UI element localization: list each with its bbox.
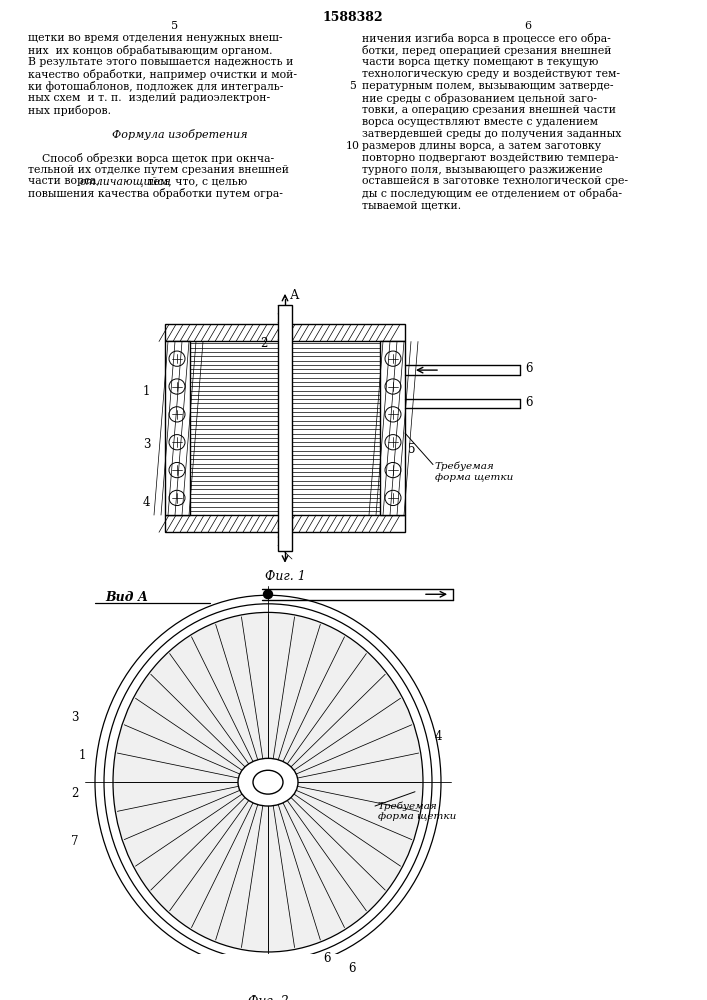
Bar (190, 341, 380, 515)
Text: Фиг. 1: Фиг. 1 (264, 570, 305, 583)
Text: товки, а операцию срезания внешней части: товки, а операцию срезания внешней части (362, 105, 616, 115)
Text: отличающийся: отличающийся (80, 176, 172, 187)
Text: ных приборов.: ных приборов. (28, 105, 111, 116)
Text: 6: 6 (323, 952, 330, 965)
Bar (165, 324, 405, 341)
Text: 1: 1 (79, 749, 86, 762)
Text: 4: 4 (435, 730, 443, 743)
Text: тем, что, с целью: тем, что, с целью (144, 176, 247, 186)
Ellipse shape (238, 758, 298, 806)
Circle shape (264, 590, 272, 599)
Text: пературным полем, вызывающим затверде-: пературным полем, вызывающим затверде- (362, 81, 614, 91)
Text: ничения изгиба ворса в процессе его обра-: ничения изгиба ворса в процессе его обра… (362, 33, 611, 44)
Text: 6: 6 (525, 396, 532, 409)
Text: ние среды с образованием цельной заго-: ние среды с образованием цельной заго- (362, 93, 597, 104)
Text: размеров длины ворса, а затем заготовку: размеров длины ворса, а затем заготовку (362, 141, 601, 151)
Ellipse shape (253, 770, 283, 794)
Text: оставшейся в заготовке технологической сре-: оставшейся в заготовке технологической с… (362, 176, 628, 186)
Text: повторно подвергают воздействию темпера-: повторно подвергают воздействию темпера- (362, 153, 619, 163)
Text: тельной их отделке путем срезания внешней: тельной их отделке путем срезания внешне… (28, 165, 289, 175)
Text: 6: 6 (348, 962, 356, 975)
Text: Фиг. 2: Фиг. 2 (247, 995, 288, 1000)
Text: 6: 6 (525, 21, 532, 31)
Text: ды с последующим ее отделением от обраба-: ды с последующим ее отделением от обраба… (362, 188, 622, 199)
Text: 3: 3 (143, 438, 151, 451)
Text: 1: 1 (143, 385, 151, 398)
Text: ки фотошаблонов, подложек для интеграль-: ки фотошаблонов, подложек для интеграль- (28, 81, 284, 92)
Bar (165, 515, 405, 532)
Text: 1588382: 1588382 (322, 11, 383, 24)
Ellipse shape (113, 612, 423, 952)
Text: 7: 7 (71, 835, 78, 848)
Text: части ворса,: части ворса, (28, 176, 103, 186)
Text: 4: 4 (143, 496, 151, 509)
Text: затвердевшей среды до получения заданных: затвердевшей среды до получения заданных (362, 129, 621, 139)
Text: щетки во время отделения ненужных внеш-: щетки во время отделения ненужных внеш- (28, 33, 283, 43)
Text: 3: 3 (71, 711, 78, 724)
Text: Вид А: Вид А (105, 591, 148, 604)
Bar (380, 341, 405, 515)
Text: повышения качества обработки путем огра-: повышения качества обработки путем огра- (28, 188, 283, 199)
Text: тываемой щетки.: тываемой щетки. (362, 200, 461, 210)
Text: Требуемая
форма щетки: Требуемая форма щетки (378, 801, 456, 821)
Text: 5: 5 (171, 21, 179, 31)
Bar (165, 341, 190, 515)
Text: Формула изобретения: Формула изобретения (112, 129, 248, 140)
Text: 6: 6 (525, 362, 532, 375)
Text: качество обработки, например очистки и мой-: качество обработки, например очистки и м… (28, 69, 297, 80)
Text: ботки, перед операцией срезания внешней: ботки, перед операцией срезания внешней (362, 45, 612, 56)
Text: них  их концов обрабатывающим органом.: них их концов обрабатывающим органом. (28, 45, 272, 56)
Text: ворса осуществляют вместе с удалением: ворса осуществляют вместе с удалением (362, 117, 598, 127)
Bar (278, 305, 292, 551)
Text: 10: 10 (346, 141, 360, 151)
Text: 2: 2 (260, 337, 267, 350)
Text: А: А (290, 289, 300, 302)
Text: части ворса щетку помещают в текущую: части ворса щетку помещают в текущую (362, 57, 598, 67)
Text: технологическую среду и воздействуют тем-: технологическую среду и воздействуют тем… (362, 69, 620, 79)
Text: В результате этого повышается надежность и: В результате этого повышается надежность… (28, 57, 293, 67)
Text: Требуемая
форма щетки: Требуемая форма щетки (435, 462, 513, 482)
Text: Способ обрезки ворса щеток при окнча-: Способ обрезки ворса щеток при окнча- (28, 153, 274, 164)
Text: турного поля, вызывающего разжижение: турного поля, вызывающего разжижение (362, 165, 602, 175)
Text: 5: 5 (408, 443, 416, 456)
Text: 2: 2 (71, 787, 78, 800)
Text: 5: 5 (349, 81, 356, 91)
Text: ных схем  и т. п.  изделий радиоэлектрон-: ных схем и т. п. изделий радиоэлектрон- (28, 93, 270, 103)
Circle shape (264, 966, 272, 974)
